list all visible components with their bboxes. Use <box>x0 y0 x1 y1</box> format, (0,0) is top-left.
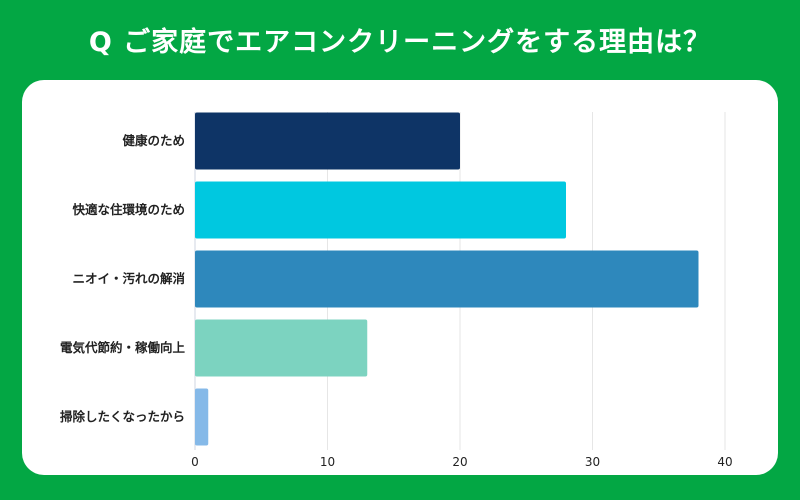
bar <box>195 388 209 446</box>
x-tick-label: 30 <box>585 455 600 469</box>
bar <box>195 112 460 170</box>
category-label: 電気代節約・稼働向上 <box>60 340 186 355</box>
category-label: 健康のため <box>122 133 185 148</box>
x-tick-label: 10 <box>320 455 335 469</box>
category-label: 掃除したくなったから <box>60 409 185 424</box>
category-label: ニオイ・汚れの解消 <box>72 271 185 286</box>
x-tick-label: 40 <box>717 455 732 469</box>
x-tick-label: 20 <box>452 455 467 469</box>
x-tick-label: 0 <box>191 455 199 469</box>
bar <box>195 319 368 377</box>
bar <box>195 181 566 239</box>
category-label: 快適な住環境のため <box>72 202 185 217</box>
bar <box>195 250 699 308</box>
chart-title: Q ご家庭でエアコンクリーニングをする理由は？ <box>88 27 712 58</box>
